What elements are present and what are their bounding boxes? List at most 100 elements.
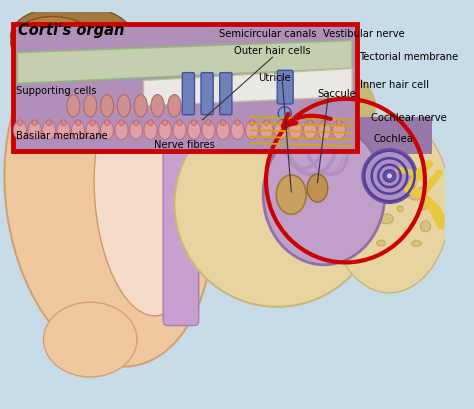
Ellipse shape <box>217 121 229 140</box>
Ellipse shape <box>262 118 280 127</box>
Ellipse shape <box>260 63 277 74</box>
FancyBboxPatch shape <box>201 74 213 115</box>
Circle shape <box>264 121 269 126</box>
Ellipse shape <box>84 95 97 118</box>
Ellipse shape <box>247 86 258 97</box>
Ellipse shape <box>297 81 305 95</box>
Ellipse shape <box>4 33 213 367</box>
Ellipse shape <box>216 62 236 75</box>
Ellipse shape <box>218 62 236 70</box>
Ellipse shape <box>231 121 244 140</box>
Ellipse shape <box>57 121 70 140</box>
Ellipse shape <box>251 94 261 108</box>
Ellipse shape <box>290 114 334 174</box>
FancyBboxPatch shape <box>0 9 448 400</box>
Ellipse shape <box>307 175 328 202</box>
Ellipse shape <box>234 125 243 138</box>
Ellipse shape <box>115 121 128 140</box>
Ellipse shape <box>332 121 346 140</box>
Ellipse shape <box>328 116 450 293</box>
Polygon shape <box>17 41 352 84</box>
Circle shape <box>307 121 313 126</box>
Text: Utricle: Utricle <box>258 72 292 83</box>
Ellipse shape <box>14 121 27 140</box>
Ellipse shape <box>290 124 321 168</box>
Circle shape <box>133 121 139 126</box>
Ellipse shape <box>100 95 114 118</box>
Circle shape <box>104 121 110 126</box>
Circle shape <box>46 121 52 126</box>
Circle shape <box>90 121 95 126</box>
Polygon shape <box>144 69 352 107</box>
Ellipse shape <box>276 175 306 215</box>
Ellipse shape <box>72 121 85 140</box>
Text: Basilar membrane: Basilar membrane <box>16 130 108 140</box>
Ellipse shape <box>151 95 164 118</box>
Ellipse shape <box>188 121 201 140</box>
Circle shape <box>75 121 81 126</box>
Text: Cochlea: Cochlea <box>374 134 413 144</box>
FancyBboxPatch shape <box>182 74 194 115</box>
Ellipse shape <box>11 6 132 67</box>
Ellipse shape <box>229 98 237 112</box>
Ellipse shape <box>168 95 181 118</box>
Ellipse shape <box>129 121 143 140</box>
Ellipse shape <box>28 121 41 140</box>
Ellipse shape <box>283 123 303 136</box>
Ellipse shape <box>341 66 356 80</box>
Circle shape <box>162 121 168 126</box>
Ellipse shape <box>297 128 308 137</box>
Ellipse shape <box>246 121 258 140</box>
Circle shape <box>191 121 197 126</box>
Circle shape <box>177 121 182 126</box>
Ellipse shape <box>173 121 186 140</box>
Ellipse shape <box>328 124 338 131</box>
Ellipse shape <box>118 95 130 118</box>
Ellipse shape <box>420 221 430 232</box>
Ellipse shape <box>202 121 215 140</box>
Circle shape <box>148 121 154 126</box>
Ellipse shape <box>418 187 427 193</box>
Ellipse shape <box>360 166 373 177</box>
Ellipse shape <box>134 95 147 118</box>
Text: Semicircular canals: Semicircular canals <box>219 29 317 38</box>
Ellipse shape <box>251 131 267 141</box>
Ellipse shape <box>318 121 331 140</box>
Circle shape <box>386 173 393 180</box>
Ellipse shape <box>260 121 273 140</box>
FancyBboxPatch shape <box>277 71 293 105</box>
Ellipse shape <box>158 121 172 140</box>
Text: Nerve fibres: Nerve fibres <box>154 139 215 150</box>
Circle shape <box>32 121 37 126</box>
Ellipse shape <box>44 302 137 377</box>
Text: Outer hair cells: Outer hair cells <box>234 45 311 55</box>
Ellipse shape <box>309 124 345 174</box>
FancyBboxPatch shape <box>16 118 431 155</box>
Ellipse shape <box>380 214 393 224</box>
Circle shape <box>249 121 255 126</box>
Ellipse shape <box>225 124 233 133</box>
Ellipse shape <box>11 18 95 69</box>
Ellipse shape <box>362 149 417 204</box>
Ellipse shape <box>397 207 403 212</box>
FancyBboxPatch shape <box>220 74 232 115</box>
Text: Corti's organ: Corti's organ <box>18 23 125 38</box>
Circle shape <box>235 121 240 126</box>
Ellipse shape <box>67 95 80 118</box>
Ellipse shape <box>292 137 307 144</box>
Text: Cochlear nerve: Cochlear nerve <box>371 112 447 123</box>
Circle shape <box>206 121 211 126</box>
Ellipse shape <box>144 121 157 140</box>
Circle shape <box>336 121 342 126</box>
Ellipse shape <box>275 76 285 87</box>
Text: Saccule: Saccule <box>318 89 356 99</box>
Ellipse shape <box>289 121 302 140</box>
Ellipse shape <box>86 121 99 140</box>
Ellipse shape <box>100 121 114 140</box>
FancyBboxPatch shape <box>163 65 199 326</box>
Ellipse shape <box>43 121 55 140</box>
Ellipse shape <box>207 60 375 153</box>
Ellipse shape <box>94 83 199 316</box>
Text: Supporting cells: Supporting cells <box>16 85 97 95</box>
Ellipse shape <box>263 125 385 265</box>
